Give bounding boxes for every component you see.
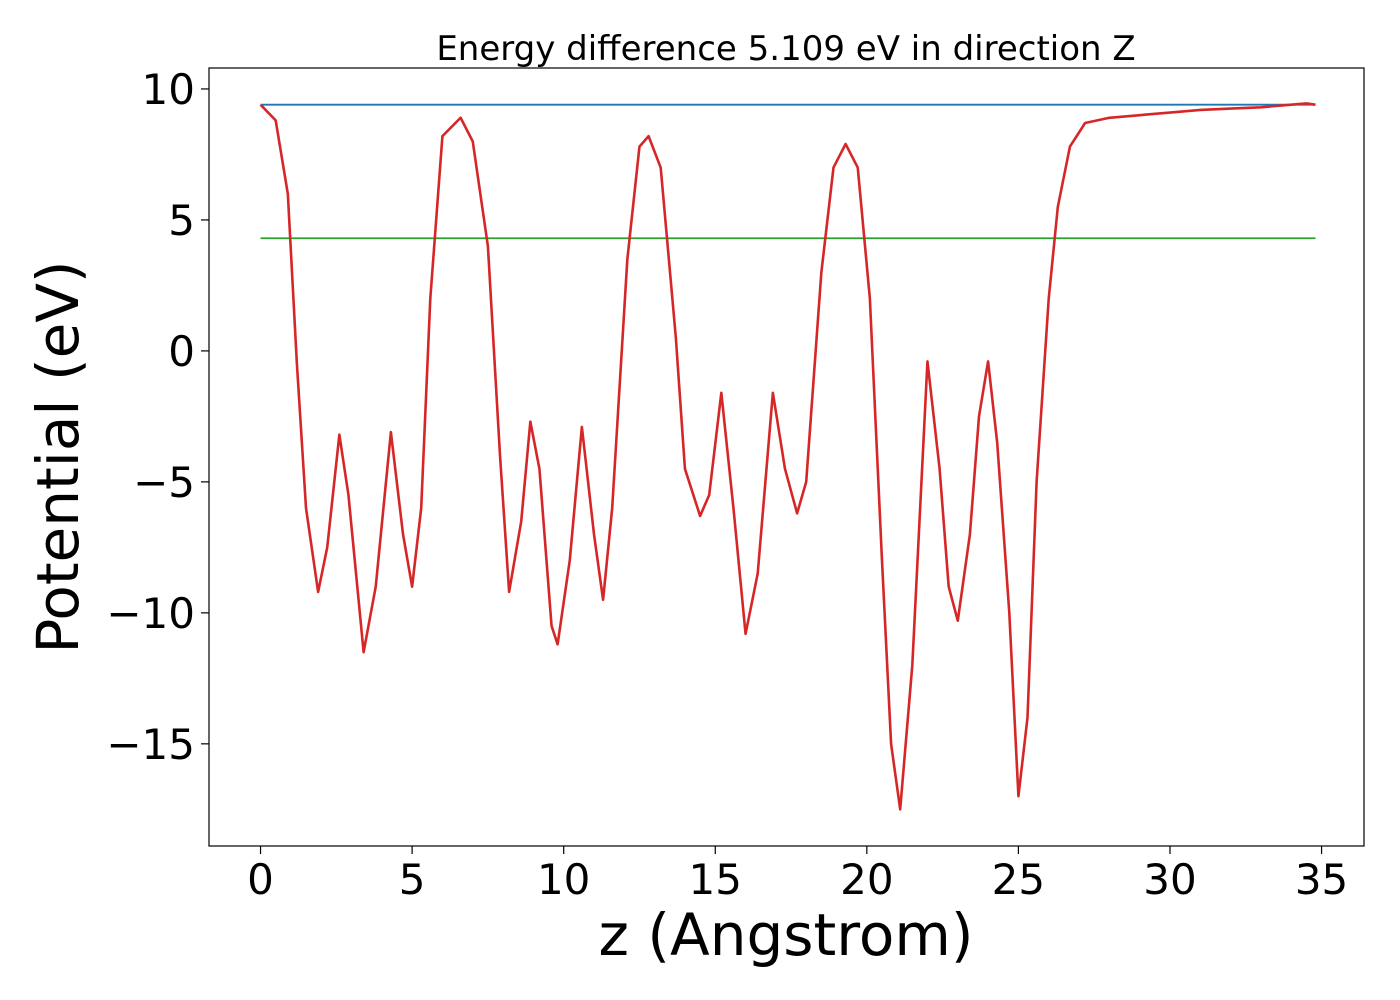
x-tick-label: 25 <box>992 855 1045 904</box>
chart-title: Energy difference 5.109 eV in direction … <box>436 29 1135 69</box>
y-tick-label: −10 <box>106 589 195 638</box>
x-tick-label: 10 <box>537 855 590 904</box>
x-tick-label: 35 <box>1295 855 1348 904</box>
x-axis: 0 5 10 15 20 25 30 35 <box>247 846 1348 904</box>
series-line-0 <box>259 102 1316 811</box>
x-tick-label: 5 <box>399 855 426 904</box>
y-tick-label: 10 <box>142 65 195 114</box>
plot-area <box>259 102 1316 811</box>
y-axis-label: Potential (eV) <box>24 260 92 653</box>
x-axis-label: z (Angstrom) <box>599 901 974 969</box>
y-tick-label: −15 <box>106 720 195 769</box>
x-tick-label: 0 <box>247 855 274 904</box>
x-tick-label: 30 <box>1143 855 1196 904</box>
axes-frame <box>208 67 1365 847</box>
y-axis: 10 5 0 −5 −10 −15 <box>106 65 209 769</box>
y-tick-label: 5 <box>168 196 195 245</box>
y-tick-label: 0 <box>168 327 195 376</box>
x-tick-label: 15 <box>689 855 742 904</box>
y-tick-label: −5 <box>133 458 195 507</box>
x-tick-label: 20 <box>840 855 893 904</box>
